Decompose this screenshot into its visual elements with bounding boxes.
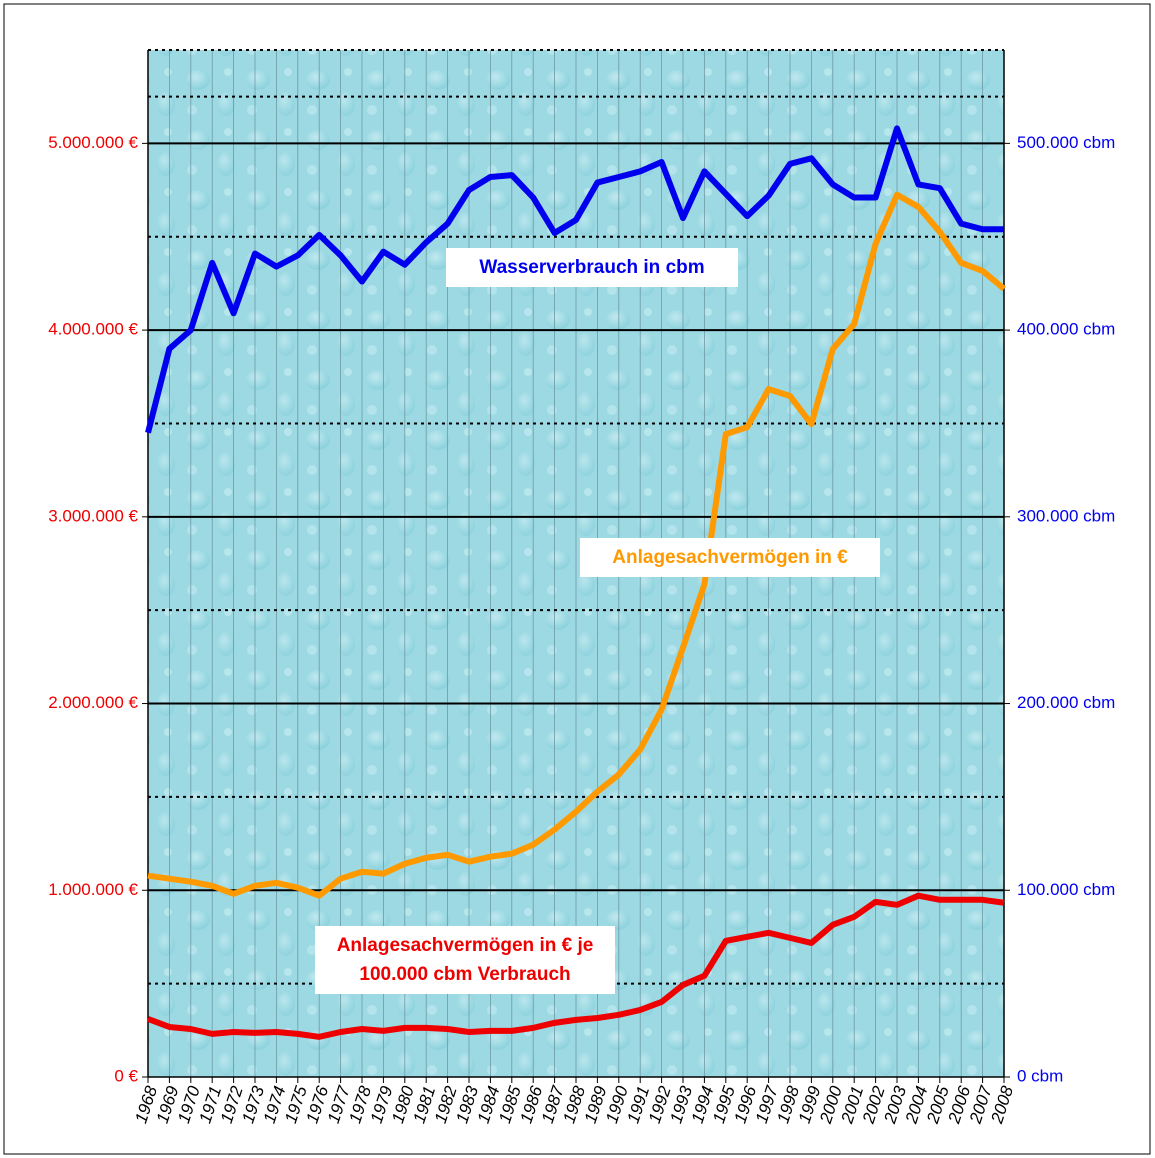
series-label: Wasserverbrauch in cbm (446, 248, 738, 287)
y2-tick-label: 200.000 cbm (1017, 693, 1115, 712)
series-line (146, 892, 1005, 1040)
y2-tick-label: 400.000 cbm (1017, 320, 1115, 339)
series-label: Anlagesachvermögen in € (580, 538, 880, 577)
y2-tick-label: 100.000 cbm (1017, 880, 1115, 899)
y-tick-label: 0 € (114, 1066, 138, 1085)
y-tick-label: 2.000.000 € (48, 693, 138, 712)
series-label: Anlagesachvermögen in € je 100.000 cbm V… (315, 926, 615, 994)
y-tick-label: 4.000.000 € (48, 320, 138, 339)
series-line (145, 125, 1004, 434)
series-line (147, 191, 1006, 899)
y-tick-label: 1.000.000 € (48, 880, 138, 899)
y2-tick-label: 0 cbm (1017, 1066, 1063, 1085)
y2-tick-label: 300.000 cbm (1017, 506, 1115, 525)
y2-tick-label: 500.000 cbm (1017, 133, 1115, 152)
y-tick-label: 5.000.000 € (48, 133, 138, 152)
y-tick-label: 3.000.000 € (48, 506, 138, 525)
